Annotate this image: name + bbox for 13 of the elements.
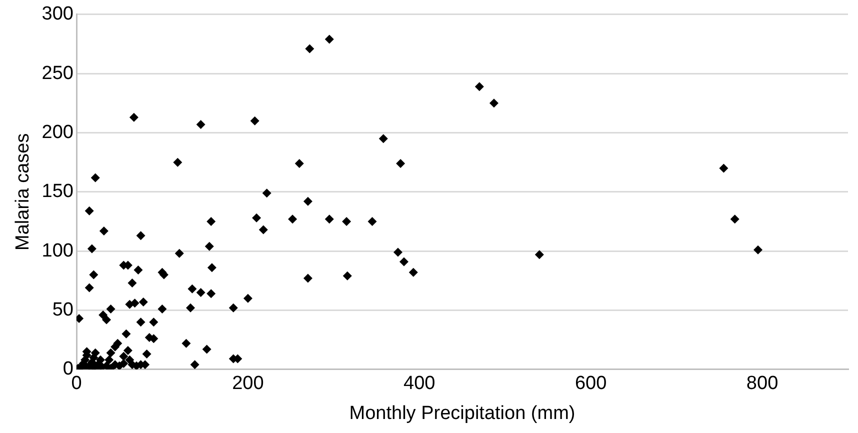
y-tick-label: 250: [42, 62, 74, 84]
y-tick-label: 50: [52, 299, 74, 320]
x-tick-label: 600: [574, 373, 607, 394]
x-tick-label: 800: [746, 373, 778, 394]
y-tick-label: 0: [62, 358, 74, 380]
x-tick-label: 400: [404, 373, 436, 394]
x-axis-title: Monthly Precipitation (mm): [349, 402, 576, 424]
y-tick-label: 200: [42, 122, 74, 143]
y-tick-label: 150: [42, 181, 74, 202]
y-tick-label: 100: [42, 240, 74, 262]
y-tick-label: 300: [42, 4, 74, 25]
x-tick-label: 200: [232, 373, 264, 394]
y-axis-title: Malaria cases: [12, 133, 34, 251]
